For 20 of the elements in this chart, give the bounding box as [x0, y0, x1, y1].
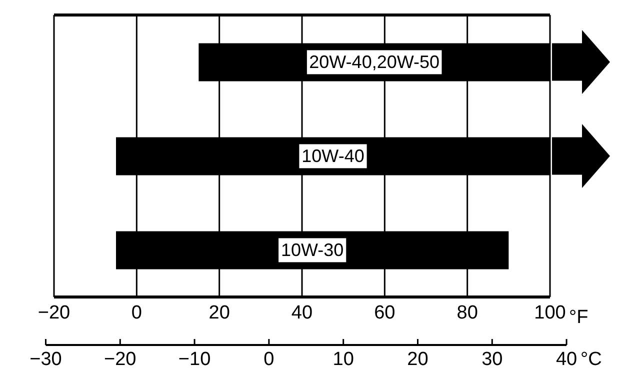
x-tick-label: 40: [291, 302, 313, 324]
x-tick-label: 20: [208, 302, 230, 324]
x2-tick-label: 10: [332, 349, 354, 370]
x-tick-label: −20: [38, 302, 70, 324]
x-axis-title: °F: [569, 307, 588, 328]
x2-tick-label: −10: [178, 349, 211, 370]
x2-tick-label: −30: [30, 349, 62, 370]
x2-tick-label: 20: [407, 349, 428, 370]
x-tick-label: 0: [131, 302, 142, 324]
x-tick-label: 60: [374, 302, 396, 324]
x-tick-label: 100: [534, 302, 566, 324]
x-tick-label: 80: [456, 302, 478, 324]
x2-tick-label: 0: [264, 349, 274, 370]
y-tick-label: 10W-30: [280, 240, 344, 260]
y-tick-label: 20W-40,20W-50: [309, 52, 440, 72]
x2-tick-label: 40: [556, 349, 578, 370]
x2-axis-title: °C: [580, 349, 602, 370]
y-tick-label: 10W-40: [302, 146, 364, 166]
x2-tick-label: −20: [104, 349, 136, 370]
x2-tick-label: 30: [482, 349, 503, 370]
